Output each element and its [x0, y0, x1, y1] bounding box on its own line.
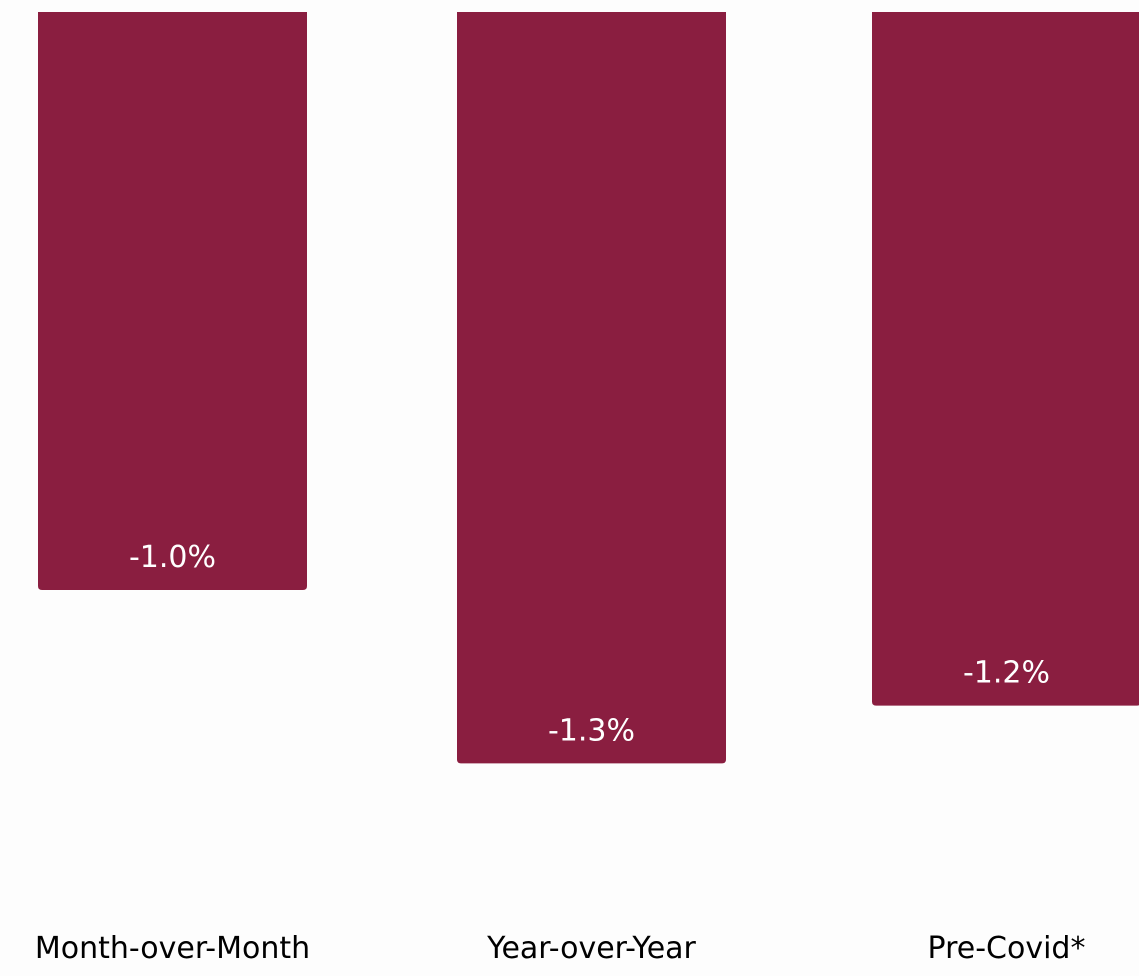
category-label-1: Year-over-Year [486, 931, 696, 966]
bar-0 [38, 12, 307, 590]
bar-1 [457, 12, 726, 764]
category-label-2: Pre-Covid* [928, 931, 1086, 966]
bar-2 [872, 12, 1139, 706]
data-label-2: -1.2% [963, 656, 1050, 691]
data-label-1: -1.3% [548, 713, 635, 748]
data-label-0: -1.0% [129, 540, 216, 575]
category-label-0: Month-over-Month [35, 931, 310, 966]
